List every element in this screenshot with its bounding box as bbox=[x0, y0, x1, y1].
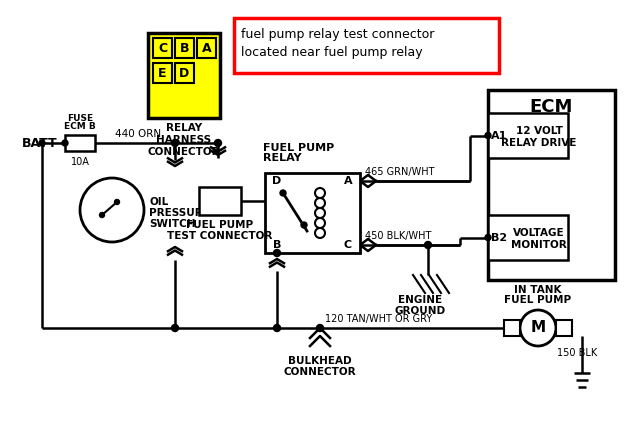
Circle shape bbox=[315, 218, 325, 228]
Bar bbox=[504, 320, 520, 336]
Text: BULKHEAD: BULKHEAD bbox=[288, 356, 352, 366]
Text: C: C bbox=[158, 42, 167, 54]
Circle shape bbox=[315, 208, 325, 218]
Bar bbox=[153, 63, 172, 83]
Text: GROUND: GROUND bbox=[394, 306, 445, 316]
Circle shape bbox=[485, 235, 491, 241]
Circle shape bbox=[80, 178, 144, 242]
Circle shape bbox=[172, 324, 179, 332]
Bar bbox=[153, 38, 172, 58]
Text: 440 ORN: 440 ORN bbox=[115, 129, 161, 139]
Text: 120 TAN/WHT OR GRY: 120 TAN/WHT OR GRY bbox=[325, 314, 432, 324]
Circle shape bbox=[315, 198, 325, 208]
Text: ECM: ECM bbox=[530, 98, 573, 116]
Bar bbox=[488, 90, 615, 280]
Text: 150 BLK: 150 BLK bbox=[557, 348, 597, 358]
Text: CONNECTOR: CONNECTOR bbox=[284, 367, 356, 377]
Text: M: M bbox=[531, 321, 545, 336]
Bar bbox=[265, 173, 360, 253]
Circle shape bbox=[99, 212, 104, 217]
Bar bbox=[148, 33, 220, 118]
Circle shape bbox=[424, 241, 431, 249]
Text: A: A bbox=[202, 42, 211, 54]
Text: FUSE: FUSE bbox=[67, 114, 93, 123]
Text: 10A: 10A bbox=[70, 157, 90, 167]
Bar bbox=[488, 215, 568, 260]
Bar bbox=[175, 38, 194, 58]
Circle shape bbox=[301, 222, 307, 228]
Circle shape bbox=[115, 199, 120, 205]
Text: RELAY: RELAY bbox=[166, 123, 202, 133]
Bar bbox=[199, 187, 241, 215]
Circle shape bbox=[172, 140, 179, 146]
Text: ECM B: ECM B bbox=[64, 122, 96, 131]
Bar bbox=[488, 113, 568, 158]
Text: RELAY DRIVE: RELAY DRIVE bbox=[501, 137, 577, 148]
Bar bbox=[556, 320, 572, 336]
Text: FUEL PUMP: FUEL PUMP bbox=[504, 295, 572, 305]
Text: E: E bbox=[158, 66, 167, 80]
Text: fuel pump relay test connector: fuel pump relay test connector bbox=[241, 28, 435, 41]
Circle shape bbox=[317, 324, 323, 332]
Circle shape bbox=[273, 324, 280, 332]
Bar bbox=[175, 63, 194, 83]
Circle shape bbox=[520, 310, 556, 346]
Text: 450 BLK/WHT: 450 BLK/WHT bbox=[365, 231, 431, 241]
Text: IN TANK: IN TANK bbox=[515, 285, 562, 295]
Text: A1: A1 bbox=[491, 131, 507, 140]
Text: BATT: BATT bbox=[22, 137, 58, 149]
Text: B: B bbox=[180, 42, 189, 54]
Circle shape bbox=[62, 140, 68, 146]
Text: PRESSURE: PRESSURE bbox=[149, 208, 210, 218]
Text: FUEL PUMP: FUEL PUMP bbox=[263, 143, 334, 153]
Text: D: D bbox=[179, 66, 189, 80]
Circle shape bbox=[485, 133, 491, 139]
Circle shape bbox=[39, 140, 45, 146]
Text: TEST CONNECTOR: TEST CONNECTOR bbox=[167, 231, 273, 241]
Text: B2: B2 bbox=[491, 232, 507, 243]
Text: RELAY: RELAY bbox=[263, 153, 301, 163]
Text: SWITCH: SWITCH bbox=[149, 219, 195, 229]
Circle shape bbox=[315, 188, 325, 198]
Text: D: D bbox=[273, 176, 282, 186]
Text: C: C bbox=[344, 240, 352, 250]
Text: B: B bbox=[273, 240, 281, 250]
Bar bbox=[65, 135, 95, 151]
Text: A: A bbox=[344, 176, 352, 186]
Circle shape bbox=[214, 140, 221, 146]
Bar bbox=[197, 38, 216, 58]
Text: 465 GRN/WHT: 465 GRN/WHT bbox=[365, 167, 435, 177]
Text: ENGINE: ENGINE bbox=[398, 295, 442, 305]
Text: HARNESS: HARNESS bbox=[156, 135, 212, 145]
Circle shape bbox=[280, 190, 286, 196]
Bar bbox=[234, 18, 499, 73]
Circle shape bbox=[273, 250, 280, 256]
Text: OIL: OIL bbox=[149, 197, 168, 207]
Text: MONITOR: MONITOR bbox=[511, 240, 567, 250]
Text: located near fuel pump relay: located near fuel pump relay bbox=[241, 46, 422, 59]
Circle shape bbox=[315, 228, 325, 238]
Text: VOLTAGE: VOLTAGE bbox=[513, 228, 565, 238]
Text: 12 VOLT: 12 VOLT bbox=[516, 125, 563, 136]
Text: FUEL PUMP: FUEL PUMP bbox=[186, 220, 253, 230]
Text: CONNECTOR: CONNECTOR bbox=[148, 147, 220, 157]
